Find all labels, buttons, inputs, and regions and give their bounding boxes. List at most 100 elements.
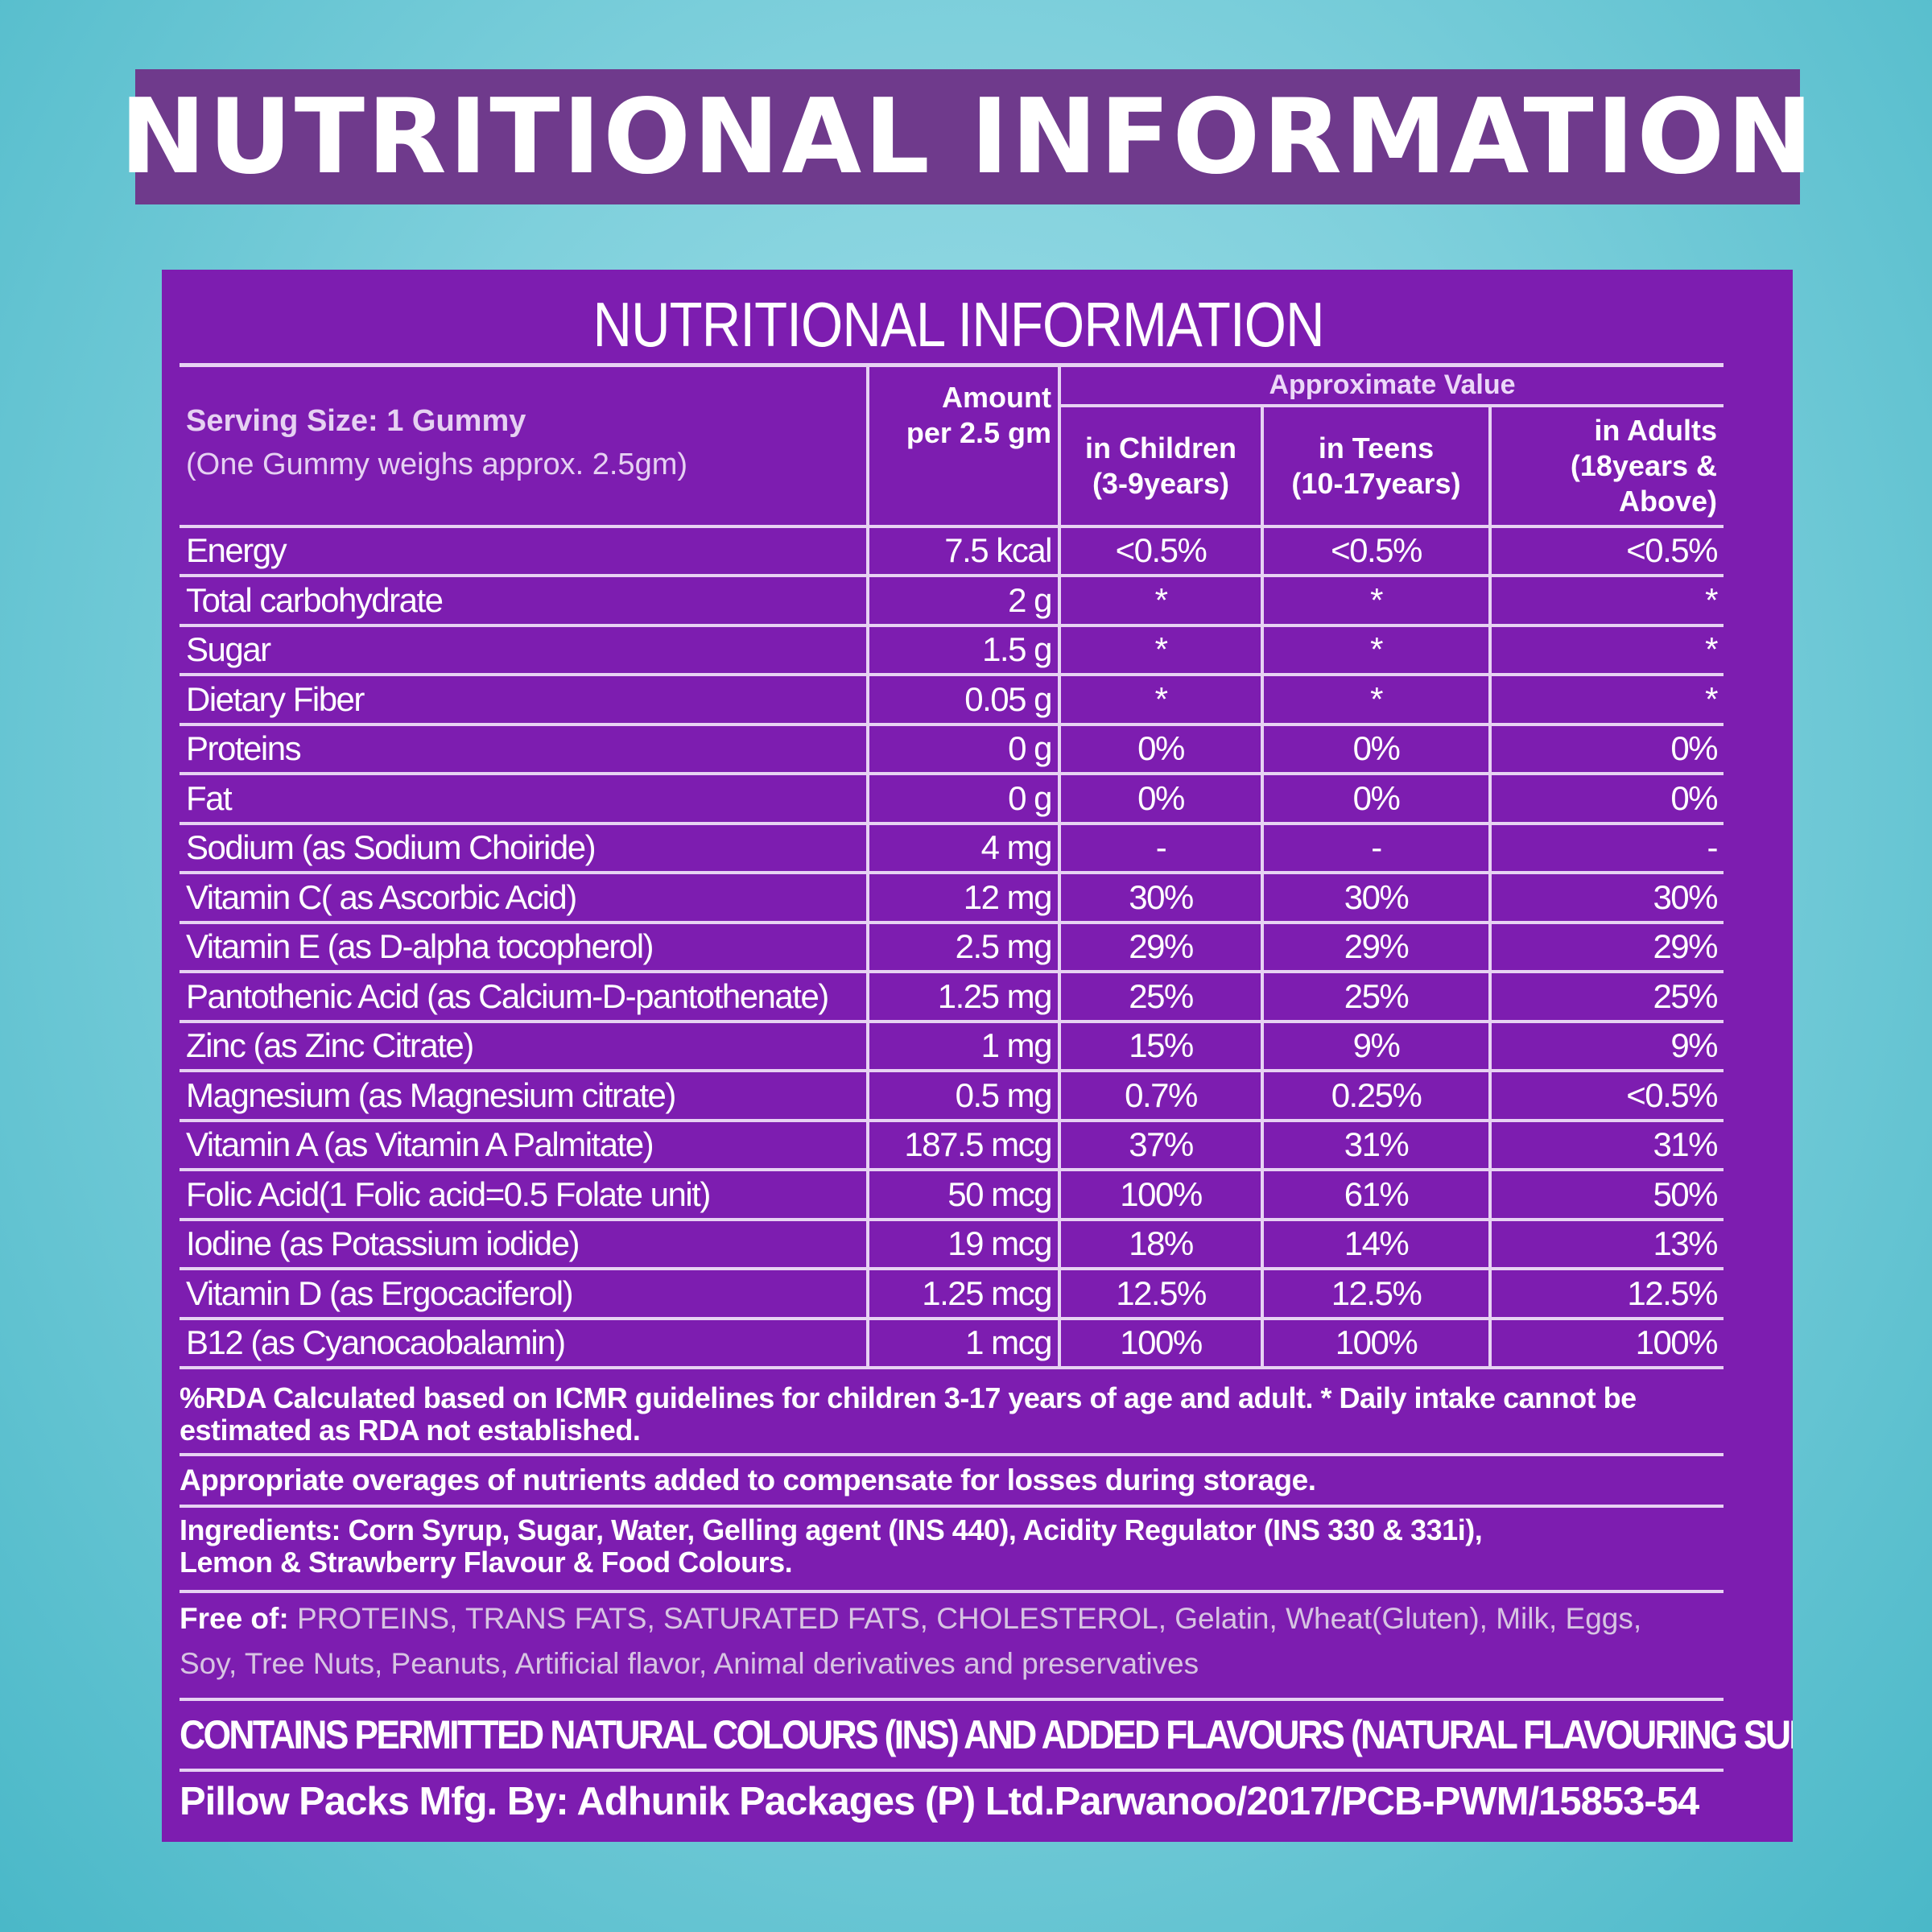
rda-children: 100% [1058,1168,1262,1220]
rda-teens: * [1261,673,1490,724]
divider [180,1698,1724,1701]
rda-adults: 0% [1488,722,1724,774]
divider [180,1453,1724,1456]
nutrient-name: Zinc (as Zinc Citrate) [180,1019,868,1071]
rda-adults: 9% [1488,1019,1724,1071]
nutrient-amount: 19 mcg [866,1217,1059,1269]
rda-adults: * [1488,673,1724,724]
rda-children: 0% [1058,722,1262,774]
rda-adults: <0.5% [1488,1069,1724,1121]
serving-size: Serving Size: 1 Gummy [186,404,526,438]
nutrient-amount: 2 g [866,574,1059,625]
nutrient-amount: 1 mg [866,1019,1059,1071]
rda-children: 37% [1058,1118,1262,1170]
nutrient-amount: 1.25 mg [866,970,1059,1022]
nutrient-name: Pantothenic Acid (as Calcium-D-pantothen… [180,970,868,1022]
rda-teens: 25% [1261,970,1490,1022]
table-row: Folic Acid(1 Folic acid=0.5 Folate unit)… [180,1168,1724,1220]
rda-adults: 100% [1488,1316,1724,1369]
rda-children: <0.5% [1058,524,1262,576]
table-row: Vitamin C( as Ascorbic Acid) 12 mg 30% 30% 3… [180,871,1724,923]
rda-adults: <0.5% [1488,524,1724,576]
table-row: Iodine (as Potassium iodide) 19 mcg 18% 14%… [180,1217,1724,1269]
rda-children: * [1058,623,1262,675]
table-row: Vitamin A (as Vitamin A Palmitate) 187.5 … [180,1118,1724,1170]
rda-adults: 13% [1488,1217,1724,1269]
table-row: B12 (as Cyanocaobalamin) 1 mcg 100% 100% 100… [180,1316,1724,1369]
rda-adults: 12.5% [1488,1267,1724,1319]
rda-teens: 12.5% [1261,1267,1490,1319]
rda-adults: 50% [1488,1168,1724,1220]
approximate-value-header: Approximate Value [1057,363,1724,407]
divider [180,1590,1724,1593]
rda-teens: 9% [1261,1019,1490,1071]
rda-teens: <0.5% [1261,524,1490,576]
adults-header-line1: in Adults [1594,413,1718,447]
nutrient-name: Vitamin C( as Ascorbic Acid) [180,871,868,923]
nutrient-name: Vitamin E (as D-alpha tocopherol) [180,920,868,972]
rda-adults: 31% [1488,1118,1724,1170]
rda-adults: 30% [1488,871,1724,923]
nutrient-amount: 1.5 g [866,623,1059,675]
serving-note: (One Gummy weighs approx. 2.5gm) [186,448,688,481]
label-title: NUTRITIONAL INFORMATION [592,289,1325,360]
table-row: Sodium (as Sodium Choiride) 4 mg - - - [180,821,1724,873]
adults-header-line3: Above) [1619,484,1718,518]
nutrient-name: Dietary Fiber [180,673,868,724]
table-row: Pantothenic Acid (as Calcium-D-pantothen… [180,970,1724,1022]
nutrient-name: B12 (as Cyanocaobalamin) [180,1316,868,1369]
rda-teens: * [1261,623,1490,675]
adults-header: in Adults (18years & Above) [1488,405,1724,526]
nutrient-name: Energy [180,524,868,576]
nutrient-amount: 1 mcg [866,1316,1059,1369]
rda-teens: 100% [1261,1316,1490,1369]
rda-teens: 0.25% [1261,1069,1490,1121]
free-of-line2: Soy, Tree Nuts, Peanuts, Artificial flav… [180,1647,1199,1680]
children-header: in Children (3-9years) [1058,405,1262,526]
rda-adults: * [1488,574,1724,625]
rda-children: - [1058,821,1262,873]
rda-children: 15% [1058,1019,1262,1071]
nutrient-amount: 4 mg [866,821,1059,873]
rda-children: 12.5% [1058,1267,1262,1319]
rda-teens: 29% [1261,920,1490,972]
ingredients: Ingredients: Corn Syrup, Sugar, Water, G… [180,1508,1724,1583]
table-row: Dietary Fiber 0.05 g * * * [180,673,1724,724]
ingredients-line1: Ingredients: Corn Syrup, Sugar, Water, G… [180,1513,1483,1546]
page-title-banner: NUTRITIONAL INFORMATION [120,69,1813,204]
rda-teens: 30% [1261,871,1490,923]
nutrient-amount: 2.5 mg [866,920,1059,972]
rda-teens: 31% [1261,1118,1490,1170]
rda-adults: * [1488,623,1724,675]
teens-header-line1: in Teens [1318,431,1435,464]
nutrient-name: Proteins [180,722,868,774]
rda-adults: 29% [1488,920,1724,972]
rda-children: 30% [1058,871,1262,923]
nutrition-table: Serving Size: 1 Gummy (One Gummy weighs … [180,363,1724,1369]
free-of-line1: PROTEINS, TRANS FATS, SATURATED FATS, CH… [288,1602,1642,1635]
nutrient-name: Total carbohydrate [180,574,868,625]
rda-children: 0% [1058,772,1262,824]
table-row: Sugar 1.5 g * * * [180,623,1724,675]
nutrient-amount: 7.5 kcal [866,524,1059,576]
nutrient-name: Fat [180,772,868,824]
rda-adults: 25% [1488,970,1724,1022]
nutrient-name: Magnesium (as Magnesium citrate) [180,1069,868,1121]
amount-header-line1: Amount [942,381,1051,414]
nutrient-name: Folic Acid(1 Folic acid=0.5 Folate unit) [180,1168,868,1220]
rda-children: 29% [1058,920,1262,972]
rda-adults: 0% [1488,772,1724,824]
nutrient-amount: 12 mg [866,871,1059,923]
free-of-label: Free of: [180,1602,289,1635]
overages-note: Appropriate overages of nutrients added … [180,1463,1316,1496]
contains-note: CONTAINS PERMITTED NATURAL COLOURS (INS)… [180,1712,1793,1757]
table-row: Proteins 0 g 0% 0% 0% [180,722,1724,774]
rda-teens: 0% [1261,722,1490,774]
rda-children: * [1058,574,1262,625]
ingredients-line2: Lemon & Strawberry Flavour & Food Colour… [180,1546,793,1579]
rda-teens: 61% [1261,1168,1490,1220]
nutrient-amount: 0.05 g [866,673,1059,724]
table-row: Vitamin E (as D-alpha tocopherol) 2.5 mg 2… [180,920,1724,972]
table-row: Magnesium (as Magnesium citrate) 0.5 mg 0.… [180,1069,1724,1121]
table-row: Vitamin D (as Ergocaciferol) 1.25 mcg 12.5… [180,1267,1724,1319]
